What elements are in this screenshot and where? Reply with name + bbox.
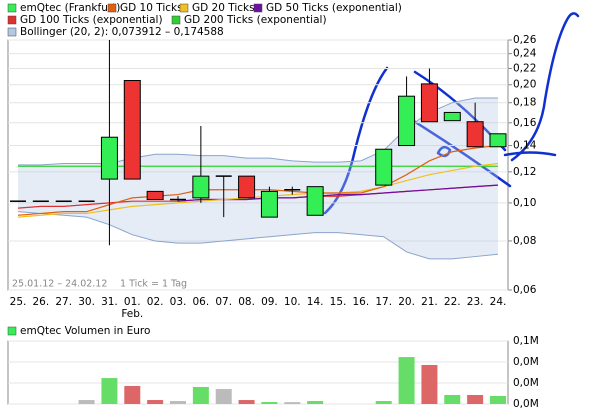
legend-label: GD 100 Ticks (exponential) bbox=[20, 14, 163, 26]
x-tick-label: 25. bbox=[10, 296, 27, 308]
x-tick-label: 09. bbox=[261, 296, 278, 308]
volume-bar bbox=[147, 400, 164, 404]
x-tick-label: 06. bbox=[193, 296, 210, 308]
price-frame bbox=[7, 39, 509, 291]
candle-body bbox=[100, 136, 118, 180]
x-tick-label: 07. bbox=[215, 296, 232, 308]
legend-label: emQtec (Frankfurt) bbox=[20, 2, 120, 14]
y-tick-label: 0,16 bbox=[513, 117, 537, 129]
volume-bar bbox=[284, 402, 301, 404]
tick-note: 1 Tick = 1 Tag bbox=[120, 279, 187, 290]
y-tick-label: 0,12 bbox=[513, 166, 536, 178]
y-tick-label: 0,22 bbox=[513, 62, 536, 74]
volume-bar bbox=[444, 394, 461, 404]
legend-swatch bbox=[7, 27, 17, 37]
legend-label: GD 10 Ticks bbox=[120, 2, 183, 14]
legend-swatch bbox=[7, 326, 17, 336]
x-tick-label: 03. bbox=[170, 296, 187, 308]
legend-label: GD 200 Ticks (exponential) bbox=[184, 14, 327, 26]
volume-bar bbox=[467, 394, 484, 404]
y-tick-label: 0,10 bbox=[513, 197, 536, 209]
legend-label: GD 20 Ticks bbox=[192, 2, 255, 14]
volume-bar bbox=[307, 401, 324, 404]
volume-bar bbox=[124, 385, 141, 404]
candle-body bbox=[192, 175, 210, 199]
candle-body bbox=[489, 133, 507, 148]
volume-bar bbox=[375, 401, 392, 404]
period-label: 25.01.12 – 24.02.12 bbox=[12, 279, 107, 290]
y-tick-label: 0,24 bbox=[513, 48, 537, 60]
x-tick-label: 24. bbox=[490, 296, 507, 308]
candle-body bbox=[238, 175, 256, 199]
month-label: Feb. bbox=[121, 308, 143, 320]
x-tick-label: 30. bbox=[78, 296, 95, 308]
legend-swatch bbox=[7, 3, 17, 13]
x-tick-label: 16. bbox=[353, 296, 370, 308]
legend-label: Bollinger (20, 2): 0,073912 – 0,174588 bbox=[20, 26, 224, 38]
volume-bar bbox=[490, 395, 506, 404]
x-tick-label: 15. bbox=[330, 296, 347, 308]
legend-swatch bbox=[253, 3, 263, 13]
y-tick-label: 0,18 bbox=[513, 97, 536, 109]
y-tick-label: 0,0M bbox=[513, 377, 539, 389]
y-tick-label: 0,06 bbox=[513, 284, 537, 296]
volume-bar bbox=[261, 402, 278, 404]
legend-swatch bbox=[7, 15, 17, 25]
x-tick-label: 31. bbox=[101, 296, 118, 308]
volume-bar bbox=[192, 386, 209, 404]
volume-bar bbox=[101, 378, 118, 404]
x-tick-label: 08. bbox=[238, 296, 255, 308]
x-tick-label: 20. bbox=[398, 296, 415, 308]
y-tick-label: 0,1M bbox=[513, 335, 539, 347]
x-tick-label: 21. bbox=[421, 296, 438, 308]
candle-body bbox=[260, 190, 278, 218]
candle-body bbox=[443, 111, 461, 122]
y-tick-label: 0,08 bbox=[513, 235, 536, 247]
indicator-line bbox=[17, 162, 499, 218]
x-tick-label: 01. bbox=[124, 296, 141, 308]
candle-body bbox=[398, 95, 416, 147]
volume-bar bbox=[398, 357, 415, 404]
volume-bar bbox=[78, 400, 95, 404]
bollinger-upper bbox=[18, 97, 498, 166]
bollinger-area bbox=[18, 98, 498, 259]
y-tick-label: 0,0M bbox=[513, 356, 539, 368]
x-tick-label: 17. bbox=[375, 296, 392, 308]
x-tick-label: 10. bbox=[284, 296, 301, 308]
x-tick-label: 02. bbox=[147, 296, 164, 308]
candle-body bbox=[466, 121, 484, 148]
candle-body bbox=[375, 148, 393, 186]
y-tick-label: 0,26 bbox=[513, 34, 537, 46]
y-tick-label: 0,20 bbox=[513, 79, 536, 91]
candle-body bbox=[306, 186, 324, 216]
volume-bar bbox=[421, 364, 438, 404]
bollinger-lower bbox=[17, 211, 499, 260]
legend-swatch bbox=[107, 3, 117, 13]
y-tick-label: 0,0M bbox=[513, 398, 539, 408]
volume-bar bbox=[170, 401, 186, 404]
candle-body bbox=[146, 190, 164, 201]
legend-swatch bbox=[171, 15, 181, 25]
legend-label: GD 50 Ticks (exponential) bbox=[266, 2, 402, 14]
legend-label: emQtec Volumen in Euro bbox=[20, 325, 150, 337]
candle-body bbox=[420, 83, 438, 123]
legend-swatch bbox=[179, 3, 189, 13]
x-tick-label: 23. bbox=[467, 296, 484, 308]
x-tick-label: 14. bbox=[307, 296, 324, 308]
x-tick-label: 22. bbox=[444, 296, 461, 308]
y-tick-label: 0,14 bbox=[513, 140, 537, 152]
volume-bar bbox=[238, 400, 255, 404]
candle-body bbox=[123, 80, 141, 180]
x-tick-label: 26. bbox=[33, 296, 50, 308]
volume-bar bbox=[215, 389, 232, 404]
indicator-line bbox=[17, 144, 499, 216]
x-tick-label: 27. bbox=[55, 296, 72, 308]
